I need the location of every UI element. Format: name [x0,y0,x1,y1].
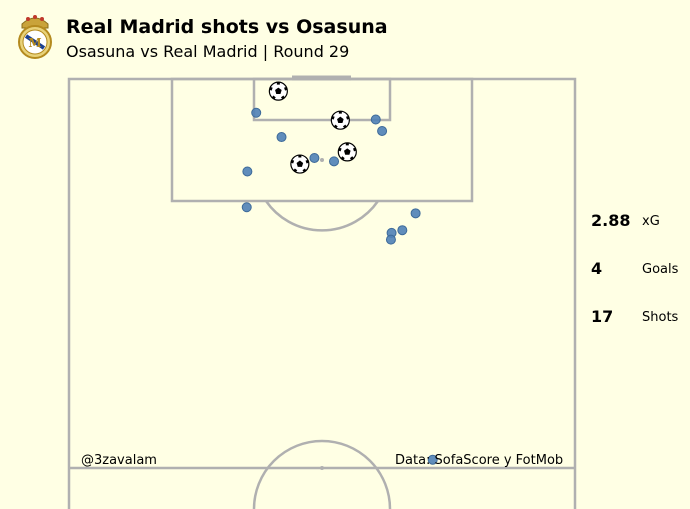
shots [241,81,438,465]
shot-point [410,208,421,219]
goal-shot-ball-icon [268,81,288,101]
svg-text:M: M [28,36,41,50]
shot-point [427,454,438,465]
penalty-spot [320,158,324,162]
shot-point [329,156,340,167]
shot-point [377,125,388,136]
shots-label: Shots [642,310,679,325]
goal-shot-ball-icon [330,110,350,130]
goals-value: 4 [591,259,603,278]
shot-point [385,234,396,245]
penalty-box [170,77,474,203]
real-madrid-crest-icon: M [18,15,52,59]
pitch-lines [67,75,577,509]
data-source: Data: SofaScore y FotMob [395,453,564,468]
xg-value: 2.88 [591,211,631,230]
chart-title: Real Madrid shots vs Osasuna [66,16,388,38]
center-spot [320,466,324,470]
shot-point [276,132,287,143]
pitch-outline [67,77,577,509]
shot-point [242,166,253,177]
shot-point [397,225,408,236]
shots-value: 17 [591,307,614,326]
shot-point [251,107,262,118]
goals-label: Goals [642,262,679,277]
penalty-arc [264,200,380,232]
center-circle [252,439,392,509]
xg-label: xG [642,214,660,229]
shot-point [370,114,381,125]
chart-subtitle: Osasuna vs Real Madrid | Round 29 [66,42,350,61]
goal-shot-ball-icon [337,142,357,162]
author-credit: @3zavalam [81,453,157,468]
shot-point [309,152,320,163]
shot-point [241,202,252,213]
goal-shot-ball-icon [290,154,310,174]
